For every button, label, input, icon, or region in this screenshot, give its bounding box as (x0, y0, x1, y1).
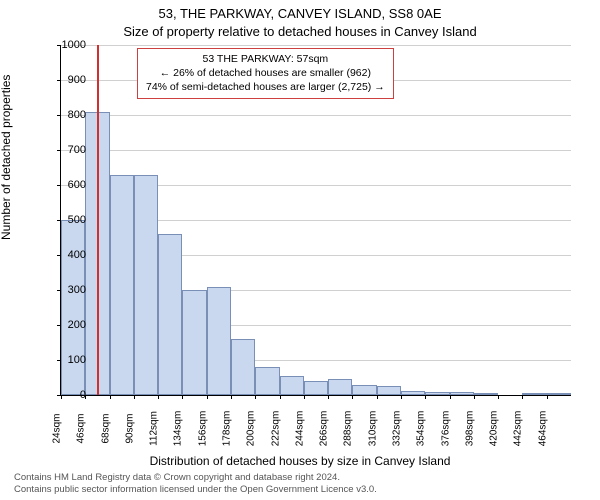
histogram-bar (377, 386, 401, 395)
chart-title-line1: 53, THE PARKWAY, CANVEY ISLAND, SS8 0AE (0, 6, 600, 21)
xtick-mark (182, 395, 183, 399)
xtick-label: 134sqm (173, 411, 184, 447)
xtick-label: 68sqm (100, 413, 111, 443)
xtick-mark (547, 395, 548, 399)
histogram-bar (352, 385, 376, 396)
xtick-label: 90sqm (124, 413, 135, 443)
gridline (61, 150, 571, 151)
gridline (61, 45, 571, 46)
ytick-label: 0 (46, 389, 86, 401)
xtick-label: 354sqm (416, 411, 427, 447)
xtick-label: 112sqm (149, 411, 160, 446)
ytick-label: 900 (46, 74, 86, 86)
ytick-label: 200 (46, 319, 86, 331)
xtick-mark (401, 395, 402, 399)
ytick-label: 400 (46, 249, 86, 261)
xtick-mark (450, 395, 451, 399)
xtick-mark (304, 395, 305, 399)
footer-line2: Contains public sector information licen… (14, 484, 377, 496)
xtick-mark (474, 395, 475, 399)
y-axis-label: Number of detached properties (0, 75, 13, 240)
ytick-label: 300 (46, 284, 86, 296)
ytick-label: 100 (46, 354, 86, 366)
histogram-bar (401, 391, 425, 395)
footer-line1: Contains HM Land Registry data © Crown c… (14, 472, 377, 484)
ytick-label: 700 (46, 144, 86, 156)
xtick-label: 222sqm (270, 411, 281, 447)
annotation-line: 74% of semi-detached houses are larger (… (146, 80, 385, 94)
xtick-label: 288sqm (343, 411, 354, 447)
histogram-bar (450, 392, 474, 395)
xtick-label: 442sqm (513, 411, 524, 447)
histogram-bar (134, 175, 158, 396)
xtick-mark (280, 395, 281, 399)
xtick-label: 244sqm (294, 411, 305, 447)
histogram-bar (61, 220, 85, 395)
annotation-line: 53 THE PARKWAY: 57sqm (146, 52, 385, 66)
xtick-mark (328, 395, 329, 399)
histogram-bar (231, 339, 255, 395)
xtick-label: 332sqm (392, 411, 403, 447)
xtick-mark (498, 395, 499, 399)
xtick-label: 24sqm (52, 413, 63, 443)
ytick-label: 600 (46, 179, 86, 191)
histogram-bar (547, 393, 571, 395)
histogram-bar (304, 381, 328, 395)
xtick-mark (255, 395, 256, 399)
xtick-label: 310sqm (367, 411, 378, 447)
xtick-mark (377, 395, 378, 399)
xtick-label: 156sqm (197, 411, 208, 447)
xtick-mark (134, 395, 135, 399)
histogram-bar (158, 234, 182, 395)
histogram-bar (280, 376, 304, 395)
marker-line (97, 45, 99, 395)
ytick-label: 1000 (46, 39, 86, 51)
annotation-box: 53 THE PARKWAY: 57sqm← 26% of detached h… (137, 48, 394, 99)
histogram-bar (425, 392, 449, 396)
xtick-mark (207, 395, 208, 399)
xtick-mark (231, 395, 232, 399)
xtick-mark (425, 395, 426, 399)
xtick-label: 376sqm (440, 411, 451, 447)
plot-area: 24sqm46sqm68sqm90sqm112sqm134sqm156sqm17… (60, 45, 571, 396)
histogram-bar (110, 175, 134, 396)
ytick-label: 500 (46, 214, 86, 226)
xtick-label: 178sqm (222, 411, 233, 447)
gridline (61, 115, 571, 116)
xtick-mark (352, 395, 353, 399)
xtick-label: 420sqm (489, 411, 500, 447)
footer-attribution: Contains HM Land Registry data © Crown c… (14, 472, 377, 496)
histogram-bar (207, 287, 231, 396)
xtick-mark (522, 395, 523, 399)
xtick-mark (158, 395, 159, 399)
xtick-label: 200sqm (246, 411, 257, 447)
histogram-bar (182, 290, 206, 395)
histogram-bar (522, 393, 546, 395)
ytick-label: 800 (46, 109, 86, 121)
xtick-label: 464sqm (537, 411, 548, 447)
xtick-label: 266sqm (319, 411, 330, 447)
histogram-bar (474, 393, 498, 395)
xtick-mark (110, 395, 111, 399)
histogram-bar (328, 379, 352, 395)
x-axis-label: Distribution of detached houses by size … (0, 454, 600, 468)
chart-title-line2: Size of property relative to detached ho… (0, 24, 600, 39)
xtick-label: 398sqm (464, 411, 475, 447)
xtick-label: 46sqm (76, 413, 87, 443)
annotation-line: ← 26% of detached houses are smaller (96… (146, 66, 385, 80)
histogram-bar (255, 367, 279, 395)
